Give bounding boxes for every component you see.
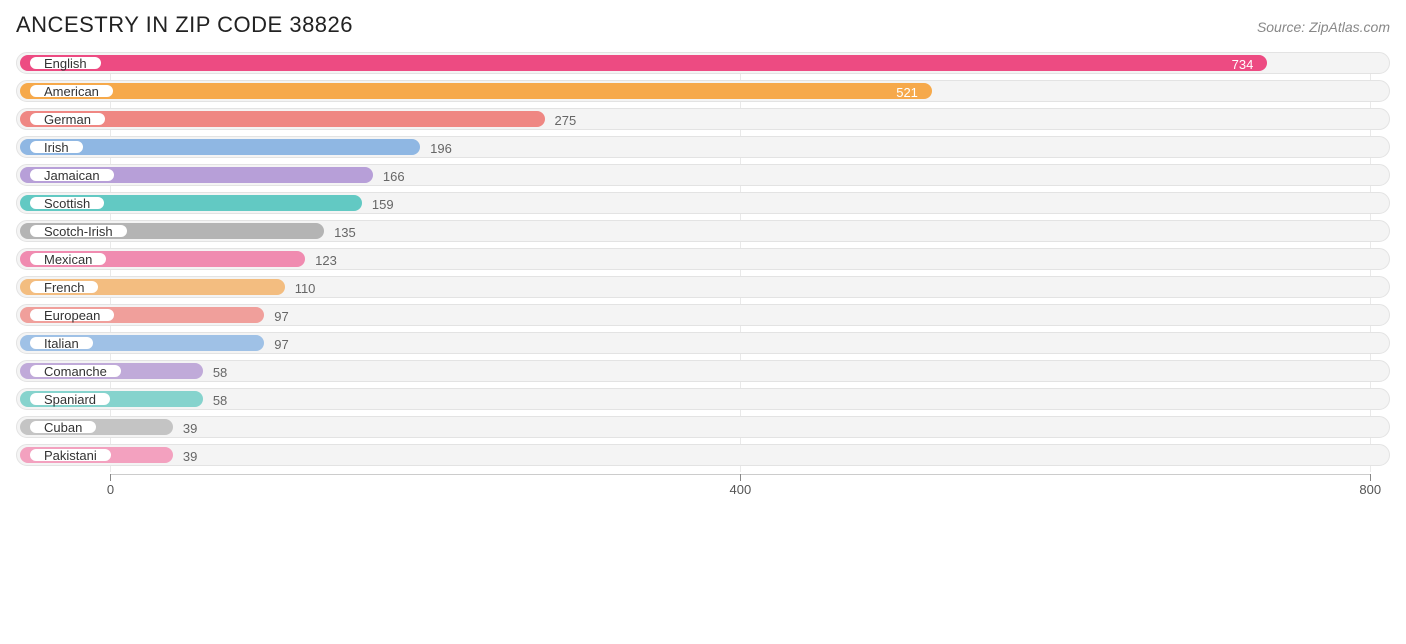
bar-track: Pakistani 39 bbox=[16, 444, 1390, 466]
bar-row: Scotch-Irish 135 bbox=[16, 220, 1390, 242]
bars-area: English 734 American 521 German 275 Irish 196 Ja… bbox=[16, 52, 1390, 472]
bar-row: American 521 bbox=[16, 80, 1390, 102]
category-pill: European bbox=[28, 307, 116, 323]
value-label: 166 bbox=[383, 165, 405, 187]
category-pill: Comanche bbox=[28, 363, 123, 379]
value-label: 58 bbox=[213, 361, 227, 383]
axis-tick-label: 0 bbox=[107, 482, 114, 497]
category-pill: American bbox=[28, 83, 115, 99]
value-label: 196 bbox=[430, 137, 452, 159]
category-pill: Jamaican bbox=[28, 167, 116, 183]
bar-track: Cuban 39 bbox=[16, 416, 1390, 438]
bar-row: European 97 bbox=[16, 304, 1390, 326]
bar-track: Spaniard 58 bbox=[16, 388, 1390, 410]
bar-row: Scottish 159 bbox=[16, 192, 1390, 214]
axis-tick bbox=[740, 474, 741, 481]
value-label: 521 bbox=[896, 81, 918, 103]
value-label: 58 bbox=[213, 389, 227, 411]
axis-tick-label: 800 bbox=[1359, 482, 1381, 497]
bar-track: French 110 bbox=[16, 276, 1390, 298]
category-pill: Pakistani bbox=[28, 447, 113, 463]
chart-source: Source: ZipAtlas.com bbox=[1257, 19, 1390, 35]
axis-tick bbox=[1370, 474, 1371, 481]
bar-row: Spaniard 58 bbox=[16, 388, 1390, 410]
category-pill: German bbox=[28, 111, 107, 127]
bar-track: Scotch-Irish 135 bbox=[16, 220, 1390, 242]
value-label: 97 bbox=[274, 333, 288, 355]
value-label: 159 bbox=[372, 193, 394, 215]
category-pill: Scotch-Irish bbox=[28, 223, 129, 239]
value-label: 39 bbox=[183, 417, 197, 439]
category-pill: English bbox=[28, 55, 103, 71]
bar-fill bbox=[20, 55, 1267, 71]
value-label: 123 bbox=[315, 249, 337, 271]
axis-tick-label: 400 bbox=[730, 482, 752, 497]
value-label: 39 bbox=[183, 445, 197, 467]
bar-row: English 734 bbox=[16, 52, 1390, 74]
value-label: 734 bbox=[1232, 53, 1254, 75]
bar-row: Comanche 58 bbox=[16, 360, 1390, 382]
bar-row: French 110 bbox=[16, 276, 1390, 298]
category-pill: Irish bbox=[28, 139, 85, 155]
bar-track: Comanche 58 bbox=[16, 360, 1390, 382]
bar-track: Scottish 159 bbox=[16, 192, 1390, 214]
x-axis: 0 400 800 bbox=[16, 474, 1390, 498]
ancestry-bar-chart: ANCESTRY IN ZIP CODE 38826 Source: ZipAt… bbox=[0, 0, 1406, 506]
bar-row: Pakistani 39 bbox=[16, 444, 1390, 466]
chart-title: ANCESTRY IN ZIP CODE 38826 bbox=[16, 12, 353, 38]
bar-track: European 97 bbox=[16, 304, 1390, 326]
value-label: 275 bbox=[555, 109, 577, 131]
bar-track: English 734 bbox=[16, 52, 1390, 74]
bar-row: Jamaican 166 bbox=[16, 164, 1390, 186]
bar-track: Italian 97 bbox=[16, 332, 1390, 354]
bar-row: Irish 196 bbox=[16, 136, 1390, 158]
bar-track: German 275 bbox=[16, 108, 1390, 130]
bar-row: Italian 97 bbox=[16, 332, 1390, 354]
bar-row: Cuban 39 bbox=[16, 416, 1390, 438]
value-label: 135 bbox=[334, 221, 356, 243]
bar-track: Jamaican 166 bbox=[16, 164, 1390, 186]
bar-row: Mexican 123 bbox=[16, 248, 1390, 270]
bar-fill bbox=[20, 83, 932, 99]
axis-tick bbox=[110, 474, 111, 481]
bar-track: Mexican 123 bbox=[16, 248, 1390, 270]
bar-track: Irish 196 bbox=[16, 136, 1390, 158]
category-pill: Mexican bbox=[28, 251, 108, 267]
value-label: 97 bbox=[274, 305, 288, 327]
category-pill: Cuban bbox=[28, 419, 98, 435]
chart-header: ANCESTRY IN ZIP CODE 38826 Source: ZipAt… bbox=[16, 12, 1390, 38]
category-pill: Spaniard bbox=[28, 391, 112, 407]
bar-row: German 275 bbox=[16, 108, 1390, 130]
category-pill: Scottish bbox=[28, 195, 106, 211]
category-pill: Italian bbox=[28, 335, 95, 351]
bar-track: American 521 bbox=[16, 80, 1390, 102]
value-label: 110 bbox=[295, 277, 316, 299]
category-pill: French bbox=[28, 279, 100, 295]
